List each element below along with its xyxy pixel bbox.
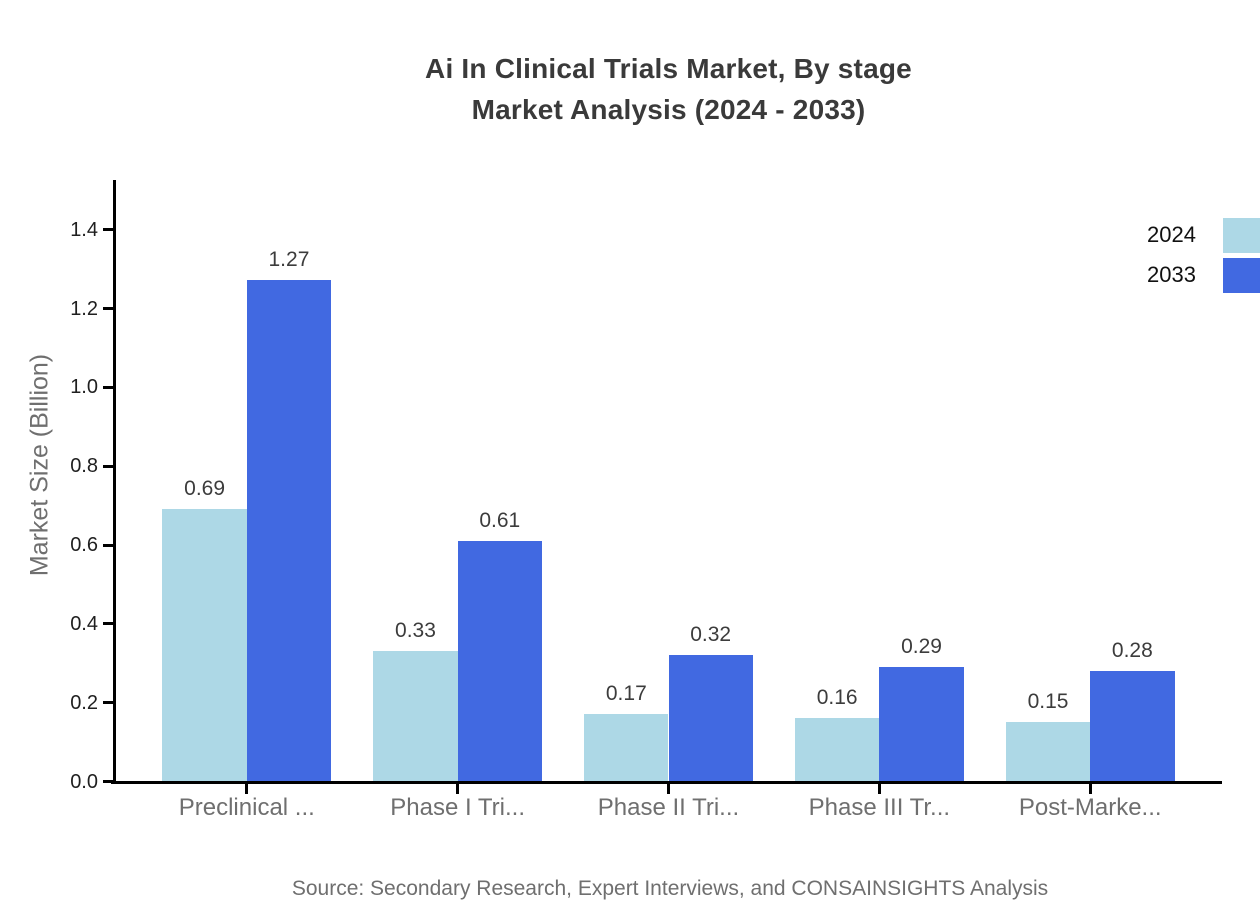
bar-2024-1 (373, 650, 458, 781)
y-tick-mark (103, 622, 113, 626)
y-tick-mark (103, 780, 113, 783)
bar-value-label: 0.15 (1027, 689, 1069, 713)
bar-2033-0 (246, 280, 332, 781)
y-tick-label: 1.2 (70, 297, 98, 320)
y-tick-mark (103, 385, 113, 389)
x-axis-spine (111, 781, 1222, 784)
bar-2024-4 (1005, 721, 1091, 781)
legend-label: 2033 (1147, 262, 1196, 287)
x-tick-label: Phase I Tri... (390, 794, 525, 821)
bar-value-label: 0.33 (395, 618, 436, 642)
y-tick-label: 0.8 (70, 455, 98, 478)
chart-title-line-2: Market Analysis (2024 - 2033) (471, 94, 866, 125)
y-tick-mark (103, 228, 113, 232)
bar-value-label: 0.29 (901, 634, 942, 658)
x-tick-mark (1088, 784, 1092, 794)
source-note: Source: Secondary Research, Expert Inter… (291, 877, 1049, 900)
y-axis-spine (113, 180, 116, 784)
x-tick-label: Phase II Tri... (597, 794, 740, 821)
y-tick-label: 0.6 (70, 534, 98, 557)
x-tick-mark (667, 784, 670, 794)
bar-value-label: 0.16 (816, 685, 858, 709)
bar-value-label: 1.27 (268, 248, 310, 272)
x-tick-label: Phase III Tr... (808, 794, 951, 821)
y-tick-label: 1.0 (70, 376, 98, 399)
bar-2033-2 (668, 654, 753, 781)
x-tick-mark (877, 784, 881, 794)
bar-2033-1 (457, 540, 542, 781)
y-tick-mark (103, 464, 113, 468)
legend-swatch (1223, 258, 1260, 293)
bar-value-label: 0.32 (690, 622, 732, 646)
legend-label: 2024 (1147, 222, 1196, 247)
y-tick-label: 0.4 (70, 612, 98, 635)
y-tick-mark (103, 307, 113, 311)
x-tick-label: Post-Marke... (1018, 794, 1162, 821)
chart-title-line-1: Ai In Clinical Trials Market, By stage (425, 53, 912, 84)
legend-swatch (1223, 218, 1260, 253)
bar-2033-3 (879, 666, 964, 781)
bar-value-label: 0.17 (605, 682, 647, 705)
bar-2024-0 (162, 509, 247, 781)
legend: 2024 2033 (1100, 218, 1260, 302)
x-tick-mark (456, 784, 460, 794)
bar-2024-3 (795, 717, 880, 781)
y-tick-mark (103, 543, 113, 547)
x-tick-mark (245, 784, 249, 794)
legend-item-2024: 2024 (1100, 218, 1260, 254)
legend-item-2033: 2033 (1100, 258, 1260, 294)
bar-2033-4 (1090, 670, 1175, 781)
x-tick-label: Preclinical ... (178, 794, 315, 821)
y-tick-label: 0.2 (70, 691, 98, 714)
bar-value-label: 0.28 (1111, 638, 1153, 662)
y-tick-mark (103, 701, 113, 705)
bar-value-label: 0.69 (184, 477, 226, 501)
y-tick-label: 0.0 (70, 770, 98, 793)
bar-2024-2 (584, 714, 669, 781)
bar-value-label: 0.61 (479, 508, 521, 532)
y-tick-label: 1.4 (70, 218, 98, 241)
